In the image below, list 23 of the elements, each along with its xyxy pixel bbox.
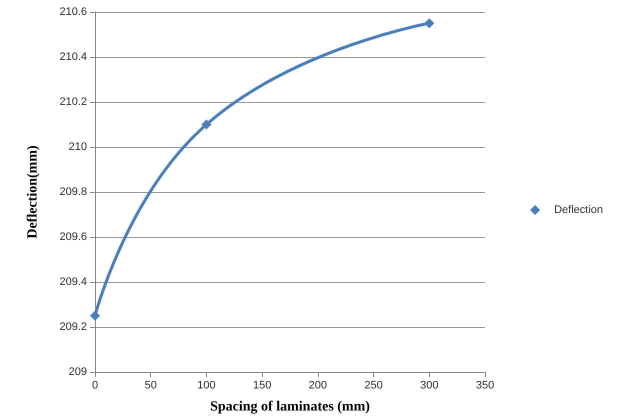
y-tick-label: 209 — [68, 366, 87, 378]
point — [90, 310, 100, 321]
y-tick-label: 210.4 — [59, 51, 87, 63]
y-tick-label: 209.2 — [59, 321, 87, 333]
x-tick-label: 300 — [420, 380, 438, 392]
y-tick-label: 209.4 — [59, 276, 87, 288]
y-tick-label: 210.6 — [59, 6, 87, 18]
x-tick-label: 50 — [144, 380, 157, 392]
y-tick-label: 209.6 — [59, 231, 87, 243]
point — [201, 120, 212, 130]
x-tick-label: 0 — [92, 380, 98, 392]
point — [424, 18, 434, 28]
x-tick-label: 250 — [364, 380, 383, 392]
y-tick-label: 210.2 — [59, 96, 87, 108]
x-tick-label: 350 — [476, 380, 494, 392]
y-tick-label: 210 — [68, 141, 87, 153]
x-tick-label: 200 — [308, 380, 328, 392]
x-tick-label: 100 — [197, 380, 216, 392]
y-tick-label: 209.8 — [59, 186, 87, 198]
x-tick-label: 150 — [252, 380, 272, 392]
x-axis-title: Spacing of laminates (mm) — [210, 400, 370, 414]
legend-label: Deflection — [554, 204, 604, 216]
y-axis-title: Deflection(mm) — [26, 145, 40, 239]
